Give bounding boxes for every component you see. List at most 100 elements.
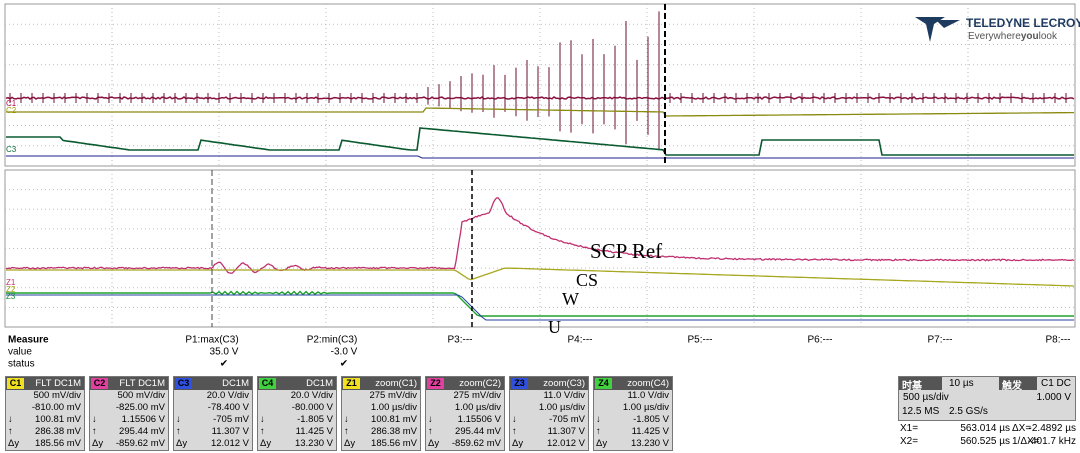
channel-row: -810.00 mV	[6, 402, 84, 414]
timebase-div: 500 µs/div	[903, 392, 949, 403]
cursor-mark: Δy	[512, 438, 523, 450]
cursor-mark: Δy	[344, 438, 355, 450]
channel-row: ↑ 11.307 V	[510, 426, 588, 438]
measure-params: P1:max(C3)35.0 V✔P2:min(C3)-3.0 V✔P3:---…	[185, 335, 1070, 370]
tagline-part: Everywhere	[968, 31, 1021, 42]
channel-value: 1.15506 V	[458, 414, 501, 426]
channel-value: 1.00 µs/div	[623, 402, 669, 414]
channel-row: 1.00 µs/div	[342, 402, 420, 414]
channel-row: ↓-1.805 V	[594, 414, 672, 426]
timebase-delay: 10 µs	[949, 378, 974, 389]
channel-value: 295.44 mV	[455, 426, 501, 438]
cursor-mark: ↑	[92, 426, 97, 438]
channel-value: 12.012 V	[211, 438, 249, 450]
cursor-mark: ↓	[428, 414, 433, 426]
cursor-mark: Δy	[260, 438, 271, 450]
trigger-level: 1.000 V	[1037, 392, 1071, 403]
channel-box: C2FLT DC1M500 mV/div-825.00 mV↓1.15506 V…	[89, 376, 169, 451]
channel-value: 1.00 µs/div	[455, 402, 501, 414]
channel-value: 185.56 mV	[371, 438, 417, 450]
cursor-mark: ↓	[260, 414, 265, 426]
channel-header: Z3 zoom(C3)	[510, 377, 588, 390]
channel-mode: DC1M	[222, 377, 249, 390]
channel-value: 500 mV/div	[117, 390, 165, 402]
param-name: P2:min(C3)	[307, 335, 358, 346]
channel-value: 11.307 V	[548, 426, 585, 438]
channel-mode: zoom(C3)	[543, 377, 585, 390]
cursor-mark: ↑	[512, 426, 517, 438]
channel-value: 275 mV/div	[453, 390, 501, 402]
channel-row: ↑295.44 mV	[90, 426, 168, 438]
annotation: CS	[576, 270, 598, 290]
cursor-mark: ↓	[92, 414, 97, 426]
channel-row: 11.0 V/div	[510, 390, 588, 402]
channel-value: 185.56 mV	[35, 438, 81, 450]
channel-row: ↑11.425 V	[594, 426, 672, 438]
channel-mode: zoom(C4)	[627, 377, 669, 390]
measure-title: Measure	[8, 335, 49, 346]
cursor-text: X2=	[900, 436, 918, 447]
cursor-text: 560.525 µs	[960, 436, 1010, 447]
channel-value: 11.307 V	[212, 426, 249, 438]
cursor-text: -2.4892 µs	[1029, 423, 1076, 434]
channel-tag: Z2	[427, 378, 444, 389]
channel-header: C1 FLT DC1M	[6, 377, 84, 390]
channel-row: 500 mV/div	[6, 390, 84, 402]
param-status: ✔	[340, 359, 348, 370]
channel-mode: FLT DC1M	[35, 377, 81, 390]
param-name: P8:---	[1046, 335, 1071, 346]
cursor-mark: ↑	[428, 426, 433, 438]
channel-tag: Z3	[511, 378, 528, 389]
cursor-mark: ↑	[260, 426, 265, 438]
channel-value: 286.38 mV	[371, 426, 417, 438]
trigger-label: 触发	[999, 377, 1037, 390]
channel-value: -80.000 V	[292, 402, 333, 414]
param-name: P4:---	[568, 335, 593, 346]
channel-row: ↑286.38 mV	[6, 426, 84, 438]
cursor-mark: ↓	[8, 414, 13, 426]
channel-row: 500 mV/div	[90, 390, 168, 402]
channel-row: ↓-705 mV	[510, 414, 588, 426]
channel-value: 100.81 mV	[35, 414, 81, 426]
channel-box: Z4zoom(C4)11.0 V/div1.00 µs/div↓-1.805 V…	[593, 376, 673, 451]
cursor-mark: ↓	[596, 414, 601, 426]
channel-tag: C1	[7, 378, 24, 389]
param-name: P1:max(C3)	[185, 335, 238, 346]
channel-tag: C3	[175, 378, 192, 389]
channel-row: Δy13.230 V	[258, 438, 336, 450]
channel-value: 275 mV/div	[369, 390, 417, 402]
channel-value: 11.425 V	[296, 426, 333, 438]
channel-row: -80.000 V	[258, 402, 336, 414]
channel-row: Δy-859.62 mV	[426, 438, 504, 450]
cursor-mark: ↓	[176, 414, 181, 426]
channel-row: 1.00 µs/div	[510, 402, 588, 414]
channel-value: -859.62 mV	[116, 438, 165, 450]
channel-row: Δy -859.62 mV	[90, 438, 168, 450]
channel-row: ↑286.38 mV	[342, 426, 420, 438]
channel-value: 100.81 mV	[371, 414, 417, 426]
param-name: P7:---	[928, 335, 953, 346]
cursor-mark: Δy	[596, 438, 607, 450]
cursor-mark: ↓	[512, 414, 517, 426]
trace-label: Z3	[6, 292, 16, 301]
channel-row: -825.00 mV	[90, 402, 168, 414]
channel-value: 11.425 V	[632, 426, 669, 438]
tagline-part: you	[1021, 31, 1039, 42]
channel-row: ↓ -705 mV	[174, 414, 252, 426]
channel-value: -810.00 mV	[32, 402, 81, 414]
timebase-label: 时基	[899, 377, 942, 390]
trigger-source: C1 DC	[1041, 378, 1071, 389]
cursor-mark: Δy	[92, 438, 103, 450]
channel-value: -705 mV	[213, 414, 249, 426]
channel-row: 1.00 µs/div	[426, 402, 504, 414]
channel-row: 20.0 V/div	[258, 390, 336, 402]
